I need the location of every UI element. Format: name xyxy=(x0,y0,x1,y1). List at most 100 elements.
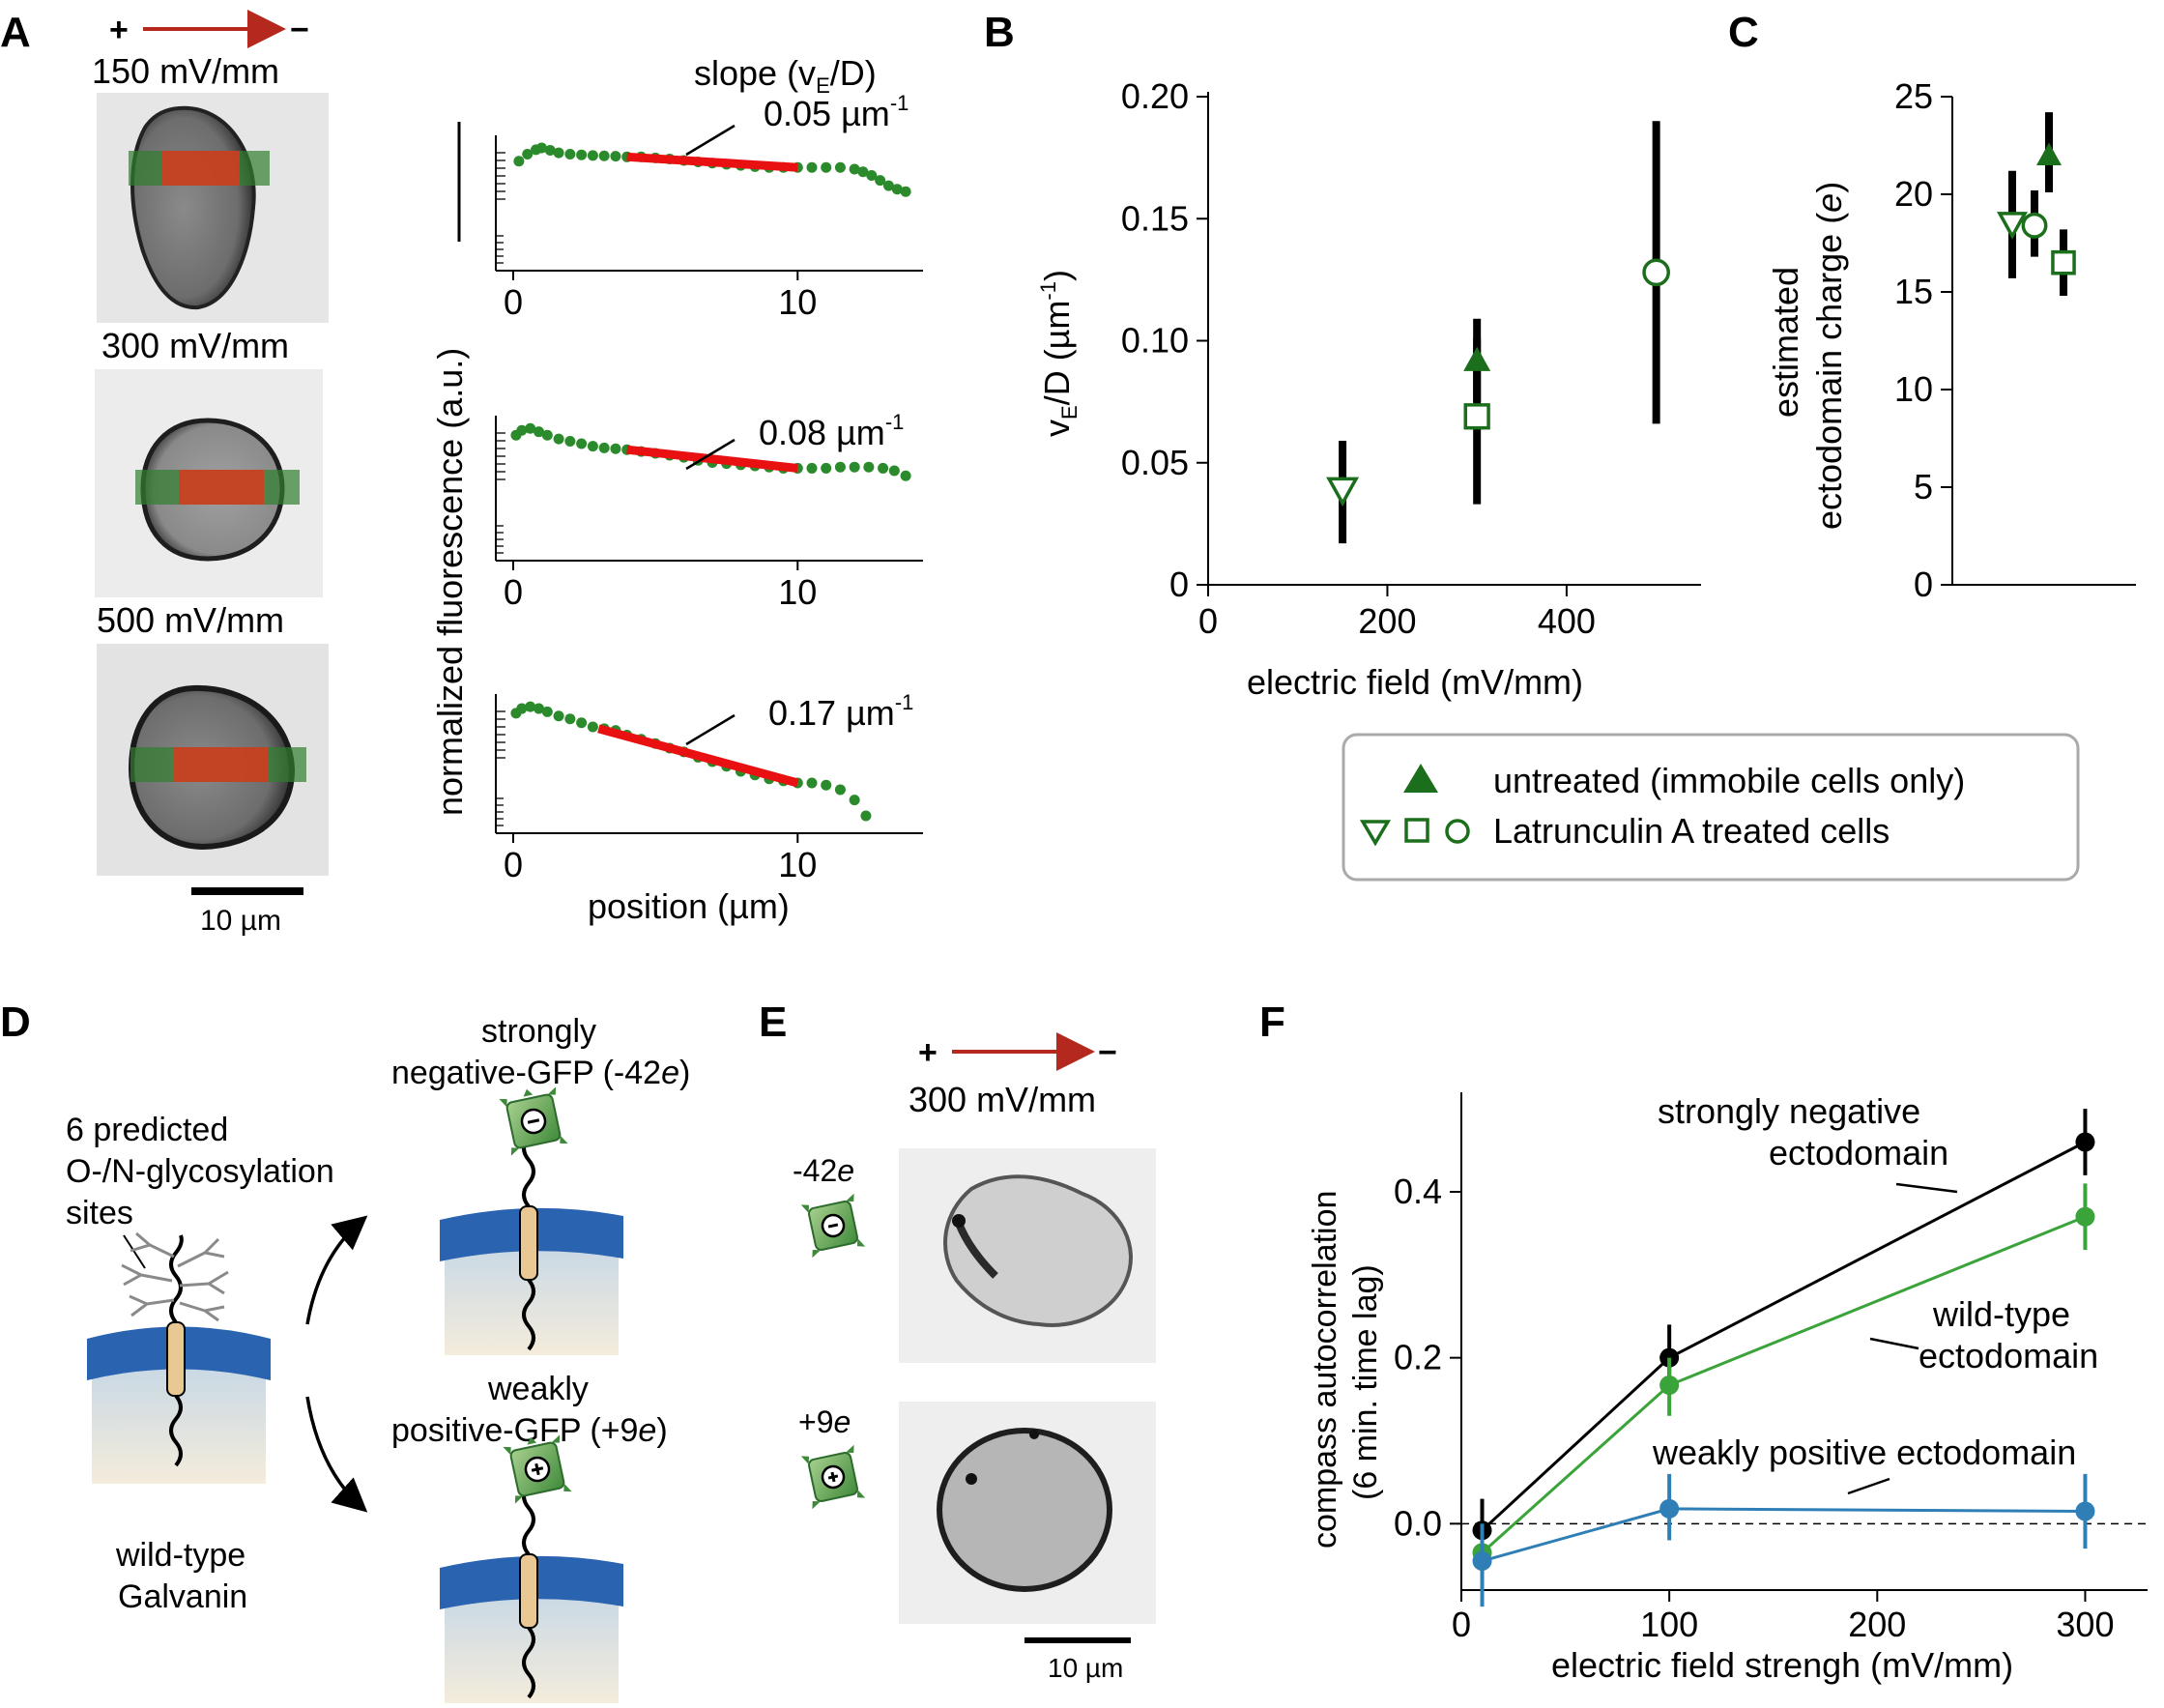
slope-label: 0.17 µm-1 xyxy=(768,690,913,733)
open-square-marker xyxy=(2051,249,2076,275)
data-point xyxy=(860,810,872,822)
glyco-pointer xyxy=(123,1234,146,1269)
y-tick-label: 0 xyxy=(1914,565,1933,604)
slope-label: 0.08 µm-1 xyxy=(759,410,904,452)
data-point xyxy=(888,465,900,477)
x-tick-label: 0 xyxy=(1198,601,1218,641)
field-label-300: 300 mV/mm xyxy=(101,326,289,365)
data-point xyxy=(533,703,544,714)
data-point xyxy=(541,706,553,717)
data-point xyxy=(882,180,894,191)
x-tick-label: 0 xyxy=(504,845,523,884)
series-label: ectodomain xyxy=(1919,1336,2098,1375)
panel-letter-a: A xyxy=(0,9,31,56)
open-circle-marker xyxy=(2021,212,2048,239)
field-label-150: 150 mV/mm xyxy=(92,51,279,91)
fit-roi-box xyxy=(179,470,264,505)
data-point xyxy=(875,175,886,187)
stalk-neg xyxy=(522,1135,535,1208)
data-point xyxy=(553,147,564,159)
data-point xyxy=(849,461,860,473)
panel-letter-d: D xyxy=(0,999,31,1046)
series-line xyxy=(1482,1507,2086,1563)
profile-plots: 0 10 0.05 µm-1 0 10 0.08 µm-1 0 10 0.17 µm-1 xyxy=(495,91,923,884)
arrow-to-positive xyxy=(305,1396,368,1513)
open-square-marker xyxy=(1463,403,1490,430)
data-point xyxy=(525,422,536,434)
positive-label-line1: weakly xyxy=(487,1371,589,1407)
data-point xyxy=(598,150,610,161)
fit-line xyxy=(597,724,799,788)
legend-untreated-label: untreated (immobile cells only) xyxy=(1493,761,1965,800)
legend-latrunculin-label: Latrunculin A treated cells xyxy=(1493,811,1890,851)
negative-charge-label: -42e xyxy=(793,1153,854,1188)
y-tick-label: 0.2 xyxy=(1394,1338,1442,1377)
data-point xyxy=(576,149,588,160)
ectodomain-wt xyxy=(169,1234,184,1324)
panel-a-field-direction: + − xyxy=(109,10,309,48)
open-triangle-down-marker xyxy=(1326,477,1360,507)
data-point xyxy=(541,429,553,441)
data-point xyxy=(806,462,818,474)
series-label-pointer xyxy=(1895,1182,1958,1194)
wt-label-line2: Galvanin xyxy=(118,1578,247,1615)
slope-label: 0.05 µm-1 xyxy=(764,91,909,133)
panel-letter-b: B xyxy=(984,9,1015,56)
series-label: strongly negative xyxy=(1658,1091,1920,1131)
panel-f-ylabel-line1: compass autocorrelation xyxy=(1307,1191,1343,1549)
panel-b-xlabel: electric field (mV/mm) xyxy=(1247,662,1583,702)
y-tick-label: 5 xyxy=(1914,467,1933,507)
slope-pointer xyxy=(685,713,736,746)
field-label-e: 300 mV/mm xyxy=(909,1080,1096,1119)
x-tick-label: 200 xyxy=(1848,1605,1906,1644)
filled-triangle-up-marker xyxy=(2036,142,2062,165)
panel-a-xlabel: position (µm) xyxy=(588,886,790,926)
panel-c-ylabel-line2: ectodomain charge (e) xyxy=(1809,182,1849,530)
slope-title: slope (vE/D) xyxy=(694,53,877,98)
series-label: ectodomain xyxy=(1769,1133,1948,1172)
tail-pos xyxy=(522,1626,535,1699)
x-tick-label: 10 xyxy=(778,572,817,612)
cell-image-150 xyxy=(97,93,329,323)
data-point xyxy=(587,441,598,452)
panel-b-ylabel: vE/D (µm-1) xyxy=(1036,270,1082,437)
legend-box xyxy=(1342,733,2080,882)
x-tick-label: 300 xyxy=(2056,1605,2114,1644)
y-tick-label: 0.20 xyxy=(1121,76,1189,116)
data-point xyxy=(587,150,598,161)
scale-bar-label: 10 µm xyxy=(200,905,281,937)
fit-roi-box xyxy=(174,747,268,782)
fit-line xyxy=(626,152,798,172)
data-point xyxy=(821,779,832,791)
data-point xyxy=(900,470,911,481)
cell-image-positive xyxy=(899,1402,1156,1624)
panel-letter-e: E xyxy=(759,999,787,1046)
glyco-label-line1: 6 predicted xyxy=(66,1112,228,1148)
data-point xyxy=(2075,1132,2095,1152)
data-point xyxy=(516,424,528,436)
legend-open-square-marker xyxy=(1404,818,1429,843)
data-point xyxy=(610,151,621,162)
data-point xyxy=(533,426,544,438)
data-point xyxy=(1472,1550,1492,1571)
data-point xyxy=(834,461,846,473)
data-point xyxy=(544,145,556,157)
data-point xyxy=(821,161,832,173)
data-point xyxy=(849,795,860,806)
legend-filled-triangle-marker xyxy=(1403,764,1438,793)
data-point xyxy=(516,703,528,714)
data-point xyxy=(821,462,832,474)
series-label-pointer xyxy=(1847,1477,1890,1495)
data-point xyxy=(863,461,875,473)
data-point xyxy=(2075,1206,2095,1227)
minus-sign: − xyxy=(1098,1034,1117,1071)
series-label: weakly positive ectodomain xyxy=(1652,1433,2076,1472)
positive-charge-label: +9e xyxy=(798,1404,851,1439)
data-point xyxy=(564,149,576,160)
data-point xyxy=(576,717,588,729)
tail-neg xyxy=(522,1278,535,1351)
plus-sign: + xyxy=(109,12,129,48)
cell-image-300 xyxy=(95,369,323,597)
negative-label-line1: strongly xyxy=(481,1013,596,1050)
data-point xyxy=(806,161,818,173)
